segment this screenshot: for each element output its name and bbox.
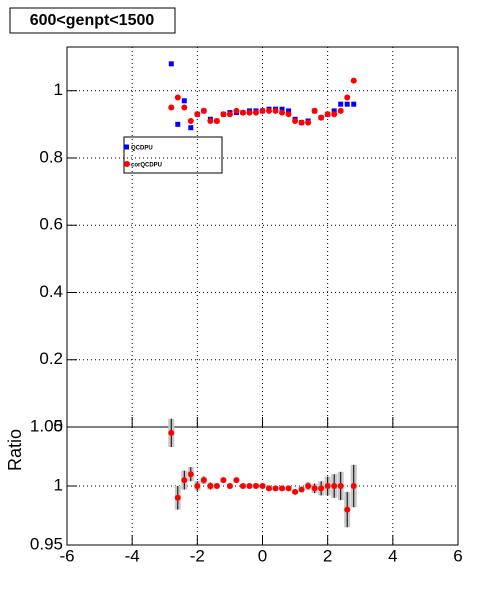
legend-marker (124, 144, 129, 150)
marker (344, 94, 351, 101)
marker (350, 77, 357, 84)
marker (187, 471, 194, 478)
marker (279, 106, 285, 112)
marker (207, 117, 214, 124)
marker (246, 483, 253, 489)
marker (285, 485, 292, 492)
legend-marker (124, 161, 130, 167)
legend-label: QCDPU (131, 146, 153, 152)
x-tick-label: -2 (190, 546, 205, 565)
marker (220, 111, 227, 118)
x-tick-label: 0 (258, 546, 267, 565)
marker (233, 107, 240, 114)
marker (252, 109, 259, 116)
marker (259, 107, 266, 114)
marker (350, 483, 357, 489)
marker (324, 111, 331, 118)
marker (305, 119, 312, 126)
marker (181, 98, 187, 104)
marker (279, 485, 286, 492)
y-tick-label: 0.95 (30, 534, 63, 553)
y-tick-label: 1.05 (30, 416, 63, 435)
marker (272, 485, 279, 492)
marker (292, 488, 299, 495)
marker (226, 111, 233, 118)
marker (239, 109, 246, 116)
marker (286, 108, 292, 114)
y-tick-label: 1 (54, 80, 63, 99)
marker (338, 101, 344, 107)
marker (246, 109, 253, 116)
marker (285, 111, 292, 118)
marker (298, 486, 305, 493)
x-tick-label: -4 (125, 546, 140, 565)
marker (331, 108, 337, 114)
marker (175, 121, 181, 127)
x-tick-label: -6 (59, 546, 74, 565)
marker (337, 107, 344, 114)
marker (239, 483, 246, 489)
marker (337, 483, 344, 489)
marker (187, 117, 194, 124)
marker (168, 104, 175, 111)
marker (351, 101, 357, 107)
marker (266, 485, 273, 492)
marker (279, 109, 286, 116)
marker (272, 107, 279, 114)
y-tick-label: 0.8 (39, 147, 63, 166)
y-axis-label: Ratio (5, 429, 25, 471)
marker (298, 119, 305, 126)
x-tick-label: 2 (323, 546, 332, 565)
marker (305, 483, 312, 489)
marker (266, 107, 273, 114)
marker (220, 477, 227, 484)
title-box (9, 7, 176, 34)
marker (292, 117, 299, 124)
marker (200, 107, 207, 114)
y-tick-label: 1 (54, 475, 63, 494)
marker (174, 494, 181, 501)
marker (188, 125, 194, 131)
y-tick-label: 0.2 (39, 349, 63, 368)
y-tick-label: 0 (54, 416, 63, 435)
x-tick-label: 4 (388, 546, 397, 565)
marker (324, 483, 331, 489)
marker (213, 117, 220, 124)
marker (168, 429, 175, 436)
marker (194, 483, 201, 489)
x-tick-label: 6 (453, 546, 462, 565)
marker (213, 483, 220, 489)
marker (181, 477, 188, 484)
marker (318, 485, 325, 492)
marker (318, 114, 325, 121)
marker (311, 107, 318, 114)
marker (194, 111, 201, 118)
marker (311, 485, 318, 492)
marker (252, 483, 259, 489)
marker (344, 506, 351, 513)
marker (174, 94, 181, 101)
legend-label: corQCDPU (131, 163, 162, 169)
marker (259, 483, 266, 489)
legend (123, 136, 223, 174)
marker (331, 111, 338, 118)
marker (233, 477, 240, 484)
marker (168, 61, 174, 67)
chart-title: 600<genpt<1500 (30, 12, 155, 29)
marker (331, 483, 338, 489)
marker (207, 483, 214, 489)
marker (344, 101, 350, 107)
marker (181, 104, 188, 111)
marker (200, 477, 207, 484)
y-tick-label: 0.6 (39, 215, 63, 234)
y-tick-label: 0.4 (39, 282, 63, 301)
marker (226, 483, 233, 489)
